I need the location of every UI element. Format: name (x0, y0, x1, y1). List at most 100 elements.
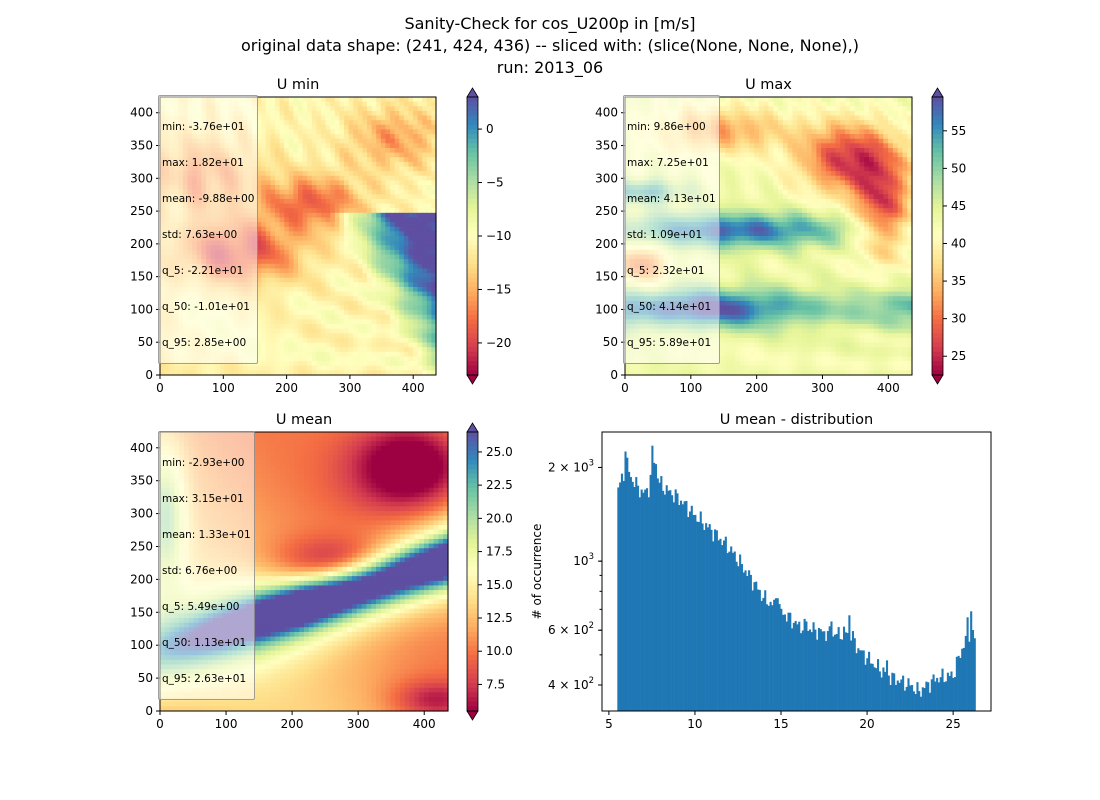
heatmap-cell (316, 245, 322, 251)
heatmap-cell (293, 268, 299, 274)
heatmap-cell (357, 236, 363, 242)
heatmap-cell (754, 110, 760, 117)
heatmap-cell (403, 310, 409, 316)
heatmap-cell (325, 249, 331, 256)
heatmap-cell (787, 97, 794, 103)
heatmap-cell (357, 347, 363, 353)
heatmap-cell (334, 110, 340, 117)
heatmap-cell (270, 166, 276, 172)
heatmap-cell (390, 175, 396, 181)
heatmap-cell (357, 226, 363, 232)
heatmap-cell (806, 143, 813, 149)
heatmap-cell (403, 231, 409, 237)
heatmap-cell (888, 171, 894, 177)
heatmap-cell (778, 161, 784, 168)
heatmap-cell (261, 185, 267, 191)
heatmap-cell (376, 333, 382, 339)
x-tick-label: 0 (156, 381, 164, 395)
heatmap-cell (806, 120, 813, 126)
heatmap-cell (835, 147, 841, 154)
heatmap-cell (344, 342, 350, 348)
heatmap-cell (330, 254, 336, 260)
heatmap-cell (426, 319, 432, 325)
heatmap-cell (873, 138, 880, 144)
heatmap-cell (325, 277, 331, 283)
heatmap-cell (288, 268, 294, 274)
heatmap-cell (256, 115, 262, 121)
heatmap-cell (390, 161, 396, 168)
heatmap-cell (426, 138, 432, 144)
heatmap-cell (744, 124, 750, 131)
heatmap-cell (431, 296, 437, 302)
heatmap-cell (399, 143, 405, 149)
heatmap-cell (330, 324, 336, 330)
heatmap-cell (367, 166, 373, 172)
heatmap-cell (897, 101, 904, 107)
heatmap-cell (353, 222, 359, 228)
heatmap-cell (380, 347, 386, 353)
heatmap-cell (883, 152, 889, 158)
heatmap-cell (325, 263, 331, 270)
heatmap-cell (825, 129, 832, 135)
heatmap-cell (792, 157, 798, 163)
heatmap-cell (256, 226, 262, 232)
heatmap-cell (408, 305, 414, 311)
heatmap-cell (334, 203, 340, 209)
heatmap-cell (830, 120, 837, 126)
heatmap-cell (390, 245, 396, 251)
heatmap-cell (390, 268, 396, 274)
heatmap-cell (334, 101, 340, 107)
heatmap-cell (749, 129, 755, 135)
heatmap-cell (233, 370, 239, 376)
heatmap-cell (902, 138, 908, 144)
heatmap-cell (408, 171, 414, 177)
heatmap-cell (353, 370, 359, 376)
heatmap-cell (426, 314, 432, 320)
heatmap-cell (261, 198, 267, 205)
heatmap-cell (288, 342, 294, 348)
heatmap-cell (348, 185, 354, 191)
heatmap-cell (763, 152, 770, 158)
heatmap-cell (390, 324, 396, 330)
heatmap-cell (431, 240, 437, 246)
heatmap-cell (816, 97, 822, 103)
heatmap-cell (408, 217, 414, 223)
heatmap-cell (811, 180, 817, 186)
heatmap-cell (344, 268, 350, 274)
heatmap-cell (330, 296, 336, 302)
heatmap-cell (288, 361, 294, 367)
heatmap-cell (773, 171, 779, 177)
heatmap-cell (399, 277, 405, 283)
heatmap-cell (431, 249, 437, 256)
heatmap-cell (325, 185, 331, 191)
heatmap-cell (367, 157, 373, 163)
heatmap-cell (279, 319, 285, 325)
heatmap-cell (426, 268, 432, 274)
heatmap-cell (413, 337, 419, 344)
heatmap-cell (288, 194, 294, 200)
heatmap-cell (431, 268, 437, 274)
heatmap-cell (385, 143, 391, 149)
heatmap-cell (394, 254, 400, 260)
heatmap-cell (864, 180, 870, 186)
heatmap-cell (321, 310, 327, 316)
heatmap-cell (311, 226, 317, 232)
heatmap-cell (883, 143, 889, 149)
heatmap-cell (883, 106, 889, 112)
heatmap-cell (797, 110, 803, 117)
heatmap-cell (725, 166, 731, 172)
heatmap-cell (422, 282, 428, 288)
heatmap-cell (403, 328, 409, 334)
heatmap-cell (316, 259, 322, 265)
heatmap-cell (256, 138, 262, 144)
heatmap-cell (816, 152, 822, 158)
heatmap-cell (835, 106, 841, 112)
heatmap-cell (293, 231, 299, 237)
heatmap-cell (275, 342, 281, 348)
heatmap-cell (801, 185, 808, 191)
heatmap-cell (854, 134, 860, 140)
heatmap-cell (849, 180, 856, 186)
heatmap-cell (265, 217, 271, 223)
heatmap-cell (864, 97, 870, 103)
heatmap-cell (744, 97, 750, 103)
